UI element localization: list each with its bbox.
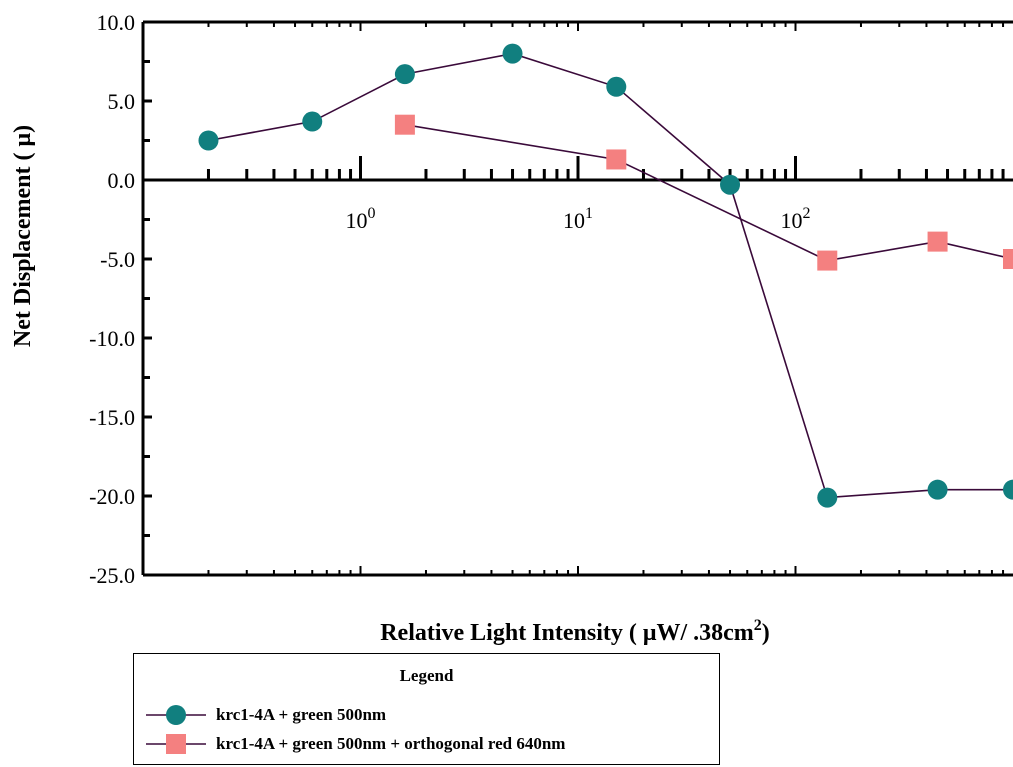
x-axis-title-close: ) [762,620,770,646]
y-tick-label: 10.0 [97,10,136,35]
chart: 10.05.00.0-5.0-10.0-15.0-20.0-25.0 100 10… [10,10,1013,646]
data-point [198,130,219,151]
x-tick-label: 101 [563,205,593,233]
data-point [817,250,838,271]
square-marker-icon [146,734,206,754]
legend-entry-series-2: krc1-4A + green 500nm + orthogonal red 6… [144,731,565,757]
legend-entry-series-1: krc1-4A + green 500nm [144,702,386,728]
y-axis-title: Net Displacement ( μ) [10,125,36,347]
legend-label-series-1: krc1-4A + green 500nm [216,705,387,724]
series-1 [198,43,1013,508]
data-point [720,174,741,195]
y-tick-label: -15.0 [89,405,135,430]
legend: Legend krc1-4A + green 500nm krc1-4A + g… [133,653,720,765]
series-layer [198,43,1013,508]
data-point [1003,249,1013,269]
circle-marker-icon [146,705,206,725]
plot-frame [141,20,1013,577]
legend-title: Legend [399,666,454,685]
data-point [394,114,415,135]
data-point [1003,479,1013,500]
data-point [606,76,627,97]
y-tick-label: -5.0 [100,247,135,272]
x-axis-title-text: Relative Light Intensity ( μW/ .38cm [380,620,754,646]
legend-label-series-2: krc1-4A + green 500nm + orthogonal red 6… [216,734,566,753]
y-tick-label: 5.0 [108,89,136,114]
series-line [404,123,1013,262]
x-tick-label: 100 [346,205,376,233]
y-tick-label: -25.0 [89,563,135,588]
y-tick-label: 0.0 [108,168,136,193]
x-ticks: 100 101 102 [206,22,1005,575]
x-axis-title: Relative Light Intensity ( μW/ .38cm2) [380,617,770,646]
series-line [208,52,1013,499]
data-point [502,43,523,64]
x-axis-title-sup: 2 [754,617,762,634]
data-point [927,479,948,500]
data-point [606,149,627,170]
data-point [302,111,323,132]
data-point [394,64,415,85]
data-point [927,231,948,252]
y-tick-label: -10.0 [89,326,135,351]
data-point [817,487,838,508]
y-axis: 10.0 5.0 0.0 -5.0 -10.0 -15.0 -20.0 -25.0 [89,10,152,588]
x-tick-label: 102 [781,205,811,233]
series-2 [394,114,1013,271]
y-tick-label: -20.0 [89,484,135,509]
